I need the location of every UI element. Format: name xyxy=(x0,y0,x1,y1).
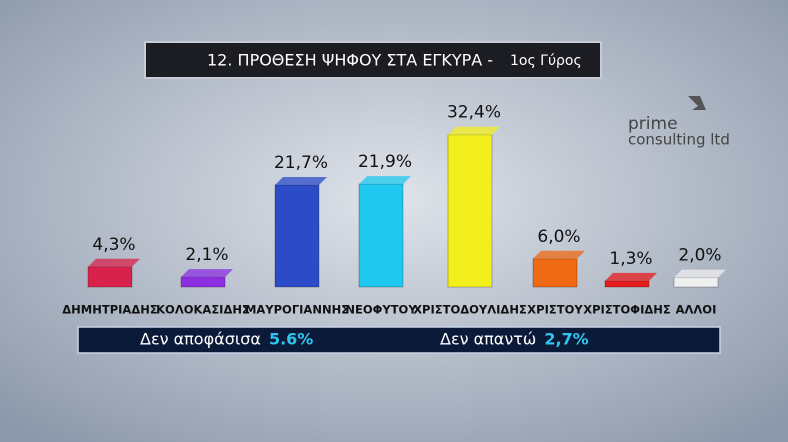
title-box xyxy=(144,41,602,79)
category-label: ΧΡΙΣΤΟΥ xyxy=(527,303,583,317)
note-label: Δεν αποφάσισα xyxy=(140,330,261,349)
bar-top xyxy=(605,272,657,281)
value-label: 21,7% xyxy=(274,153,328,173)
bar-top xyxy=(533,250,585,259)
logo-icon xyxy=(688,96,706,110)
logo-text: consulting ltd xyxy=(628,131,730,149)
bar xyxy=(358,183,404,288)
value-label: 2,1% xyxy=(185,245,228,265)
bar-top xyxy=(674,269,726,278)
value-label: 4,3% xyxy=(92,235,135,255)
bar-top xyxy=(359,176,411,185)
bar-top xyxy=(448,126,500,135)
chart-title: 12. ΠΡΟΘΕΣΗ ΨΗΦΟΥ ΣΤΑ ΕΓΚΥΡΑ - xyxy=(207,51,493,70)
value-label: 1,3% xyxy=(609,249,652,269)
bar xyxy=(87,266,133,288)
category-label: ΚΟΛΟΚΑΣΙΔΗΣ xyxy=(156,303,250,317)
category-label: ΜΑΥΡΟΓΙΑΝΝΗΣ xyxy=(245,303,349,317)
note-label: Δεν απαντώ xyxy=(440,330,536,349)
notes: Δεν αποφάσισα 5.6% Δεν απαντώ 2,7% xyxy=(140,330,589,349)
category-label: ΑΛΛΟΙ xyxy=(676,303,717,317)
bar xyxy=(180,276,226,288)
bar xyxy=(447,134,493,288)
chart-subtitle: 1ος Γύρος xyxy=(510,53,582,69)
category-label: ΝΕΟΦΥΤΟΥ xyxy=(345,303,417,317)
bar-top xyxy=(181,269,233,278)
bar-top xyxy=(275,177,327,186)
note-value: 5.6% xyxy=(269,330,313,349)
bar xyxy=(673,277,719,288)
note-value: 2,7% xyxy=(544,330,588,349)
category-label: ΧΡΙΣΤΟΦΙΔΗΣ xyxy=(583,303,671,317)
value-label: 2,0% xyxy=(678,246,721,266)
value-label: 21,9% xyxy=(358,152,412,172)
value-label: 6,0% xyxy=(537,227,580,247)
bar xyxy=(532,258,578,288)
logo-text: prime xyxy=(628,114,678,134)
notes-band xyxy=(77,326,721,354)
bar xyxy=(274,184,320,288)
category-label: ΔΗΜΗΤΡΙΑΔΗΣ xyxy=(62,303,158,317)
category-label: ΧΡΙΣΤΟΔΟΥΛΙΔΗΣ xyxy=(413,303,527,317)
bar-top xyxy=(88,258,140,267)
bar xyxy=(604,280,650,288)
value-label: 32,4% xyxy=(447,103,501,123)
